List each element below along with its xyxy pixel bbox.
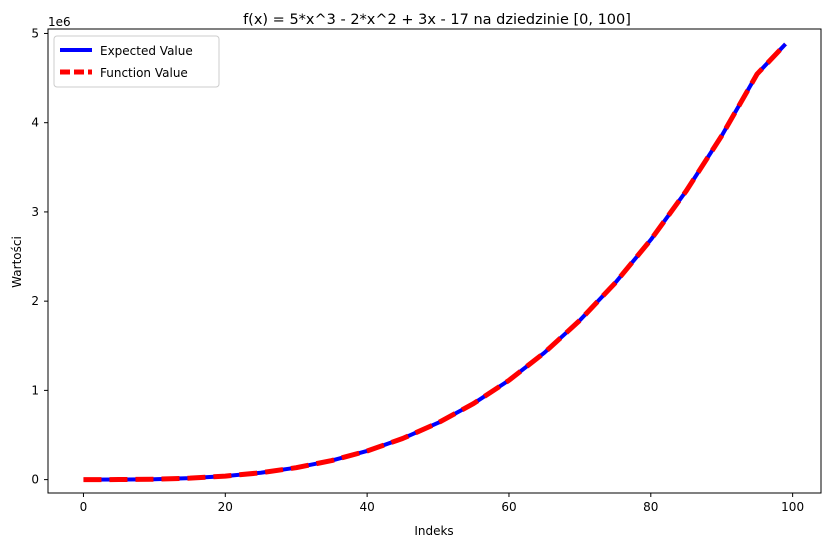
legend-label-function: Function Value bbox=[100, 66, 188, 80]
x-tick-label: 60 bbox=[501, 500, 516, 514]
chart-title: f(x) = 5*x^3 - 2*x^2 + 3x - 17 na dziedz… bbox=[243, 12, 631, 28]
y-tick-label: 3 bbox=[31, 205, 39, 219]
plot-frame bbox=[47, 28, 822, 494]
y-axis-label: Wartości bbox=[10, 236, 24, 288]
y-tick-label: 5 bbox=[31, 26, 39, 40]
legend-box bbox=[53, 35, 220, 88]
y-axis: 0 1 2 3 4 5 bbox=[31, 26, 48, 487]
x-tick-label: 20 bbox=[218, 500, 233, 514]
plot-area: 0 20 40 60 80 100 0 1 2 3 4 5 bbox=[31, 26, 822, 514]
legend: Expected Value Function Value bbox=[53, 35, 220, 88]
y-tick-label: 4 bbox=[31, 116, 39, 130]
y-tick-label: 1 bbox=[31, 383, 39, 397]
legend-label-expected: Expected Value bbox=[100, 44, 193, 58]
x-axis: 0 20 40 60 80 100 bbox=[80, 493, 804, 514]
x-tick-label: 80 bbox=[643, 500, 658, 514]
x-tick-label: 100 bbox=[781, 500, 804, 514]
x-tick-label: 40 bbox=[359, 500, 374, 514]
y-tick-label: 0 bbox=[31, 473, 39, 487]
y-offset-text: 1e6 bbox=[48, 15, 71, 29]
series-layer bbox=[83, 42, 788, 483]
x-axis-label: Indeks bbox=[414, 524, 453, 538]
x-tick-label: 0 bbox=[80, 500, 88, 514]
y-tick-label: 2 bbox=[31, 294, 39, 308]
series-line-function-value bbox=[83, 42, 788, 483]
